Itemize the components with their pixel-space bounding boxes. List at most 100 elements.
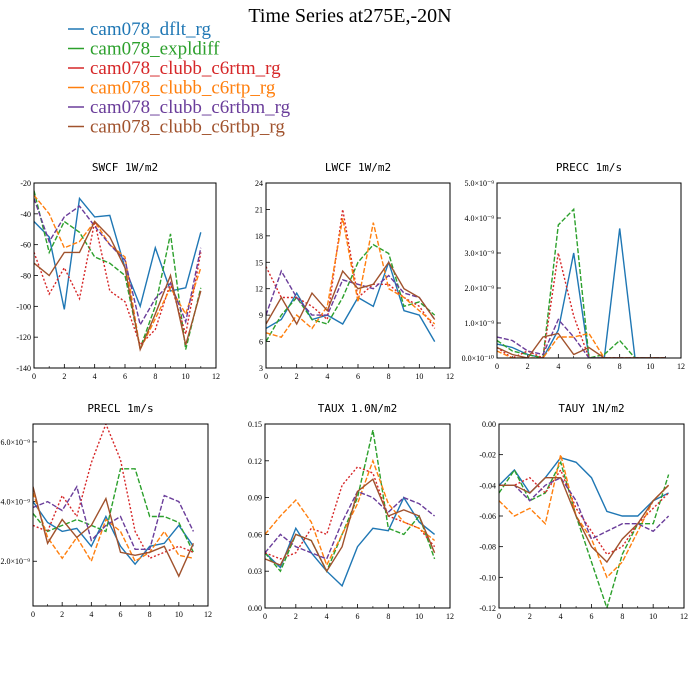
- x-tick-label: 0: [264, 372, 268, 381]
- legend-label-cam078-clubb-c6rtbm-rg: cam078_clubb_c6rtbm_rg: [90, 97, 291, 118]
- y-tick-label: -0.06: [479, 512, 496, 521]
- x-tick-label: 10: [415, 372, 423, 381]
- series-line-cam078-clubb-c6rtbm-rg: [33, 484, 195, 550]
- series-line-cam078-expldiff: [33, 468, 195, 553]
- panel-title: SWCF 1W/m2: [92, 161, 158, 174]
- y-tick-label: -40: [20, 210, 31, 219]
- y-tick-label: 2.0×10⁻⁹: [0, 557, 30, 566]
- x-tick-label: 10: [649, 612, 657, 621]
- x-tick-label: 4: [89, 610, 93, 619]
- panel-title: TAUY 1N/m2: [558, 402, 624, 415]
- series-line-cam078-clubb-c6rtbm-rg: [266, 269, 436, 320]
- x-tick-label: 12: [204, 610, 212, 619]
- y-tick-label: -0.12: [479, 604, 496, 613]
- series-line-cam078-clubb-c6rtm-rg: [499, 468, 670, 556]
- y-tick-label: 15: [255, 258, 263, 267]
- series-line-cam078-clubb-c6rtbm-rg: [499, 476, 670, 540]
- x-tick-label: 12: [680, 612, 688, 621]
- panel-taux: TAUX 1.0N/m2 0 2 4 6 8 10 12 0.00 0.03 0.06 0.09 0.1…: [248, 402, 454, 621]
- y-tick-label: 3.0×10⁻⁹: [464, 249, 494, 258]
- x-tick-label: 4: [93, 372, 97, 381]
- y-tick-label: 21: [255, 205, 263, 214]
- series-line-cam078-clubb-c6rtp-rg: [266, 218, 436, 339]
- legend-label-cam078-expldiff: cam078_expldiff: [90, 39, 220, 60]
- panel-swcf: SWCF 1W/m2 0 2 4 6 8 10 12 -140 -120 -100 -80 -60 -40…: [16, 161, 220, 381]
- y-tick-label: 1.0×10⁻⁹: [464, 319, 494, 328]
- x-tick-label: 10: [415, 612, 423, 621]
- y-tick-label: 18: [255, 232, 263, 241]
- y-tick-label: 0.03: [248, 567, 262, 576]
- x-tick-label: 2: [60, 610, 64, 619]
- series-line-cam078-expldiff: [497, 207, 666, 358]
- y-tick-label: 0.00: [482, 420, 496, 429]
- x-tick-label: 6: [356, 372, 360, 381]
- legend-label-cam078-clubb-c6rtm-rg: cam078_clubb_c6rtm_rg: [90, 58, 281, 79]
- series-line-cam078-dflt-rg: [266, 260, 436, 342]
- panel-title: PRECL 1m/s: [87, 402, 153, 415]
- series-line-cam078-clubb-c6rtbp-rg: [266, 260, 436, 326]
- x-tick-label: 2: [526, 362, 530, 371]
- panel-title: PRECC 1m/s: [556, 161, 622, 174]
- series-line-cam078-clubb-c6rtbp-rg: [33, 486, 195, 578]
- panels: SWCF 1W/m20 2 4 6 8 10 12-140-120-100-80-60-40…: [0, 161, 688, 621]
- y-tick-label: -0.04: [479, 481, 496, 490]
- series-line-cam078-dflt-rg: [499, 456, 669, 517]
- x-tick-label: 2: [294, 612, 298, 621]
- x-tick-label: 12: [446, 612, 454, 621]
- series-line-cam078-clubb-c6rtbm-rg: [265, 490, 436, 560]
- panel-precc: PRECC 1m/s 0 2 4 6 8 10 12 0.0×10⁻¹⁰ 1.0×10⁻⁹ 2.0×…: [462, 161, 685, 371]
- y-tick-label: -0.10: [479, 573, 496, 582]
- y-tick-label: 5.0×10⁻⁹: [464, 179, 494, 188]
- panel-title: TAUX 1.0N/m2: [318, 402, 397, 415]
- x-tick-label: 10: [646, 362, 654, 371]
- y-tick-label: 6.0×10⁻⁹: [0, 438, 30, 447]
- x-tick-label: 12: [677, 362, 685, 371]
- series-line-cam078-clubb-c6rtp-rg: [34, 194, 202, 352]
- plot-frame: [264, 423, 451, 609]
- x-tick-label: 4: [559, 612, 563, 621]
- plot-frame: [498, 423, 685, 609]
- x-tick-label: 4: [325, 372, 329, 381]
- x-tick-label: 0: [497, 612, 501, 621]
- y-tick-label: 0.12: [248, 457, 262, 466]
- series-line-cam078-clubb-c6rtbp-rg: [265, 478, 436, 573]
- x-tick-label: 6: [119, 610, 123, 619]
- series-line-cam078-clubb-c6rtbp-rg: [34, 220, 202, 352]
- series-line-cam078-expldiff: [266, 243, 436, 342]
- x-tick-label: 0: [31, 610, 35, 619]
- legend-label-cam078-dflt-rg: cam078_dflt_rg: [90, 19, 212, 40]
- y-tick-label: -0.02: [479, 451, 496, 460]
- x-tick-label: 8: [386, 612, 390, 621]
- y-tick-label: -0.08: [479, 543, 496, 552]
- series-line-cam078-clubb-c6rtm-rg: [34, 221, 202, 347]
- x-tick-label: 10: [175, 610, 183, 619]
- plot-frame: [496, 182, 682, 359]
- series-line-cam078-clubb-c6rtp-rg: [499, 454, 670, 579]
- series-line-cam078-expldiff: [34, 190, 202, 351]
- y-tick-label: 2.0×10⁻⁹: [464, 284, 494, 293]
- panel-precl: PRECL 1m/s 0 2 4 6 8 10 12 2.0×10⁻⁹ 4.0×10⁻⁹ 6.0×1…: [0, 402, 212, 619]
- x-tick-label: 2: [528, 612, 532, 621]
- x-tick-label: 8: [148, 610, 152, 619]
- series-line-cam078-clubb-c6rtbm-rg: [497, 318, 666, 358]
- x-tick-label: 10: [182, 372, 190, 381]
- y-tick-label: 0.06: [248, 530, 262, 539]
- series-line-cam078-dflt-rg: [265, 496, 436, 588]
- x-tick-label: 8: [618, 362, 622, 371]
- x-tick-label: 2: [62, 372, 66, 381]
- y-tick-label: 6: [259, 338, 263, 347]
- y-tick-label: 24: [255, 179, 263, 188]
- series-line-cam078-clubb-c6rtm-rg: [497, 252, 666, 358]
- panel-title: LWCF 1W/m2: [325, 161, 391, 174]
- y-tick-label: 4.0×10⁻⁹: [464, 214, 494, 223]
- y-tick-label: 3: [259, 364, 263, 373]
- y-tick-label: 0.15: [248, 420, 262, 429]
- x-tick-label: 2: [295, 372, 299, 381]
- y-tick-label: 4.0×10⁻⁹: [0, 498, 30, 507]
- series-line-cam078-expldiff: [499, 460, 670, 608]
- legend-label-cam078-clubb-c6rtp-rg: cam078_clubb_c6rtp_rg: [90, 78, 276, 99]
- x-tick-label: 0: [495, 362, 499, 371]
- series-line-cam078-clubb-c6rtbp-rg: [499, 477, 670, 564]
